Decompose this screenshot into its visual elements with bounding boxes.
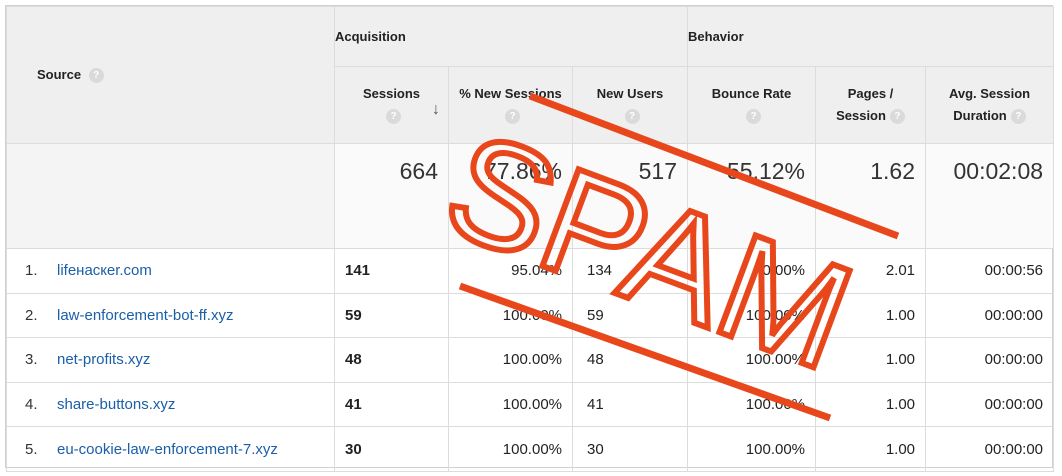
source-cell: 1. lifeнacкer.com [6, 248, 335, 294]
source-cell: 5. eu-cookie-law-enforcement-7.xyz [6, 426, 335, 472]
source-link[interactable]: eu-cookie-law-enforcement-7.xyz [57, 440, 278, 458]
source-column-header[interactable]: Source ? [6, 6, 335, 144]
help-icon[interactable]: ? [88, 68, 104, 84]
pages-session-value: 1.00 [815, 292, 927, 339]
new-users-value: 48 [571, 337, 689, 383]
avg-session-header-label-line1: Avg. Session [948, 86, 1031, 101]
source-link[interactable]: share-buttons.xyz [57, 396, 176, 414]
row-index: 4. [25, 396, 38, 414]
analytics-report-table: Source ? Acquisition Behavior Sessions ?… [5, 5, 1055, 472]
table-row: 2. law-enforcement-bot-ff.xyz 59 100.00% … [6, 292, 1055, 339]
bounce-rate-value: 100.00% [687, 426, 817, 472]
sessions-value: 41 [334, 381, 449, 428]
total-pct-new-sessions: 77.86% [448, 143, 573, 249]
source-cell: 2. law-enforcement-bot-ff.xyz [6, 292, 335, 339]
pct-new-sessions-value: 100.00% [448, 381, 573, 428]
help-icon[interactable]: ? [624, 109, 640, 125]
pct-new-sessions-header-label: % New Sessions [459, 86, 562, 101]
row-index: 3. [25, 351, 38, 369]
pct-new-sessions-value: 100.00% [448, 292, 573, 339]
pct-new-sessions-value: 100.00% [448, 337, 573, 383]
help-icon[interactable]: ? [889, 109, 905, 125]
help-icon[interactable]: ? [386, 109, 401, 125]
bounce-rate-value: 0.00% [687, 248, 817, 294]
help-icon[interactable]: ? [505, 109, 520, 125]
source-cell: 3. net-profits.xyz [6, 337, 335, 383]
new-users-header-label: New Users [596, 86, 664, 101]
help-icon[interactable]: ? [746, 109, 762, 125]
totals-row: 664 77.86% 517 55.12% 1.62 00:02:08 [6, 143, 1055, 249]
sort-descending-icon[interactable]: ↓ [432, 101, 440, 118]
source-link[interactable]: net-profits.xyz [57, 351, 151, 369]
source-link[interactable]: law-enforcement-bot-ff.xyz [57, 306, 234, 324]
table-row: 5. eu-cookie-law-enforcement-7.xyz 30 100… [6, 426, 1055, 472]
pages-session-value: 1.00 [815, 426, 927, 472]
bounce-rate-value: 100.00% [687, 381, 817, 428]
new-users-value: 59 [571, 292, 689, 339]
new-users-column-header[interactable]: New Users ? [571, 66, 689, 144]
pages-session-value: 2.01 [815, 248, 927, 294]
pages-session-column-header[interactable]: Pages / Session? [815, 66, 927, 144]
total-new-users: 517 [571, 143, 689, 249]
bounce-rate-value: 100.00% [687, 337, 817, 383]
avg-session-duration-value: 00:00:00 [925, 337, 1055, 383]
new-users-value: 134 [571, 248, 689, 294]
pages-session-value: 1.00 [815, 381, 927, 428]
table-row: 4. share-buttons.xyz 41 100.00% 41 100.00… [6, 381, 1055, 428]
table-row: 1. lifeнacкer.com 141 95.04% 134 0.00% 2.… [6, 248, 1055, 294]
row-index: 5. [25, 440, 38, 458]
total-avg-session-duration: 00:02:08 [925, 143, 1055, 249]
avg-session-duration-value: 00:00:00 [925, 381, 1055, 428]
source-table: Source ? Acquisition Behavior Sessions ?… [6, 6, 1055, 472]
totals-source-cell [6, 143, 335, 249]
behavior-group-header: Behavior [687, 6, 1055, 67]
bounce-rate-value: 100.00% [687, 292, 817, 339]
bounce-rate-column-header[interactable]: Bounce Rate ? [687, 66, 817, 144]
total-pages-session: 1.62 [815, 143, 927, 249]
avg-session-duration-value: 00:00:00 [925, 292, 1055, 339]
bounce-rate-header-label: Bounce Rate [711, 86, 792, 101]
sessions-header-label: Sessions [362, 86, 421, 101]
sessions-value: 141 [334, 248, 449, 294]
row-index: 1. [25, 262, 38, 280]
source-header-label: Source [37, 66, 82, 82]
pages-session-header-label-line2: Session [836, 108, 886, 123]
help-icon[interactable]: ? [1010, 109, 1026, 125]
avg-session-duration-value: 00:00:00 [925, 426, 1055, 472]
new-users-value: 30 [571, 426, 689, 472]
avg-session-duration-column-header[interactable]: Avg. Session Duration? [925, 66, 1055, 144]
sessions-value: 59 [334, 292, 449, 339]
acquisition-group-header: Acquisition [333, 6, 689, 67]
acquisition-label: Acquisition [335, 29, 406, 44]
pages-session-value: 1.00 [815, 337, 927, 383]
total-sessions: 664 [334, 143, 449, 249]
pct-new-sessions-value: 95.04% [448, 248, 573, 294]
pct-new-sessions-column-header[interactable]: % New Sessions ? [448, 66, 573, 144]
avg-session-header-label-line2: Duration [953, 108, 1007, 123]
source-cell: 4. share-buttons.xyz [6, 381, 335, 428]
sessions-value: 30 [334, 426, 449, 472]
table-row: 3. net-profits.xyz 48 100.00% 48 100.00% … [6, 337, 1055, 383]
source-link[interactable]: lifeнacкer.com [57, 262, 152, 280]
pages-session-header-label-line1: Pages / [847, 86, 894, 101]
sessions-column-header[interactable]: Sessions ? ↓ [334, 66, 449, 144]
new-users-value: 41 [571, 381, 689, 428]
behavior-label: Behavior [688, 29, 744, 44]
pct-new-sessions-value: 100.00% [448, 426, 573, 472]
sessions-value: 48 [334, 337, 449, 383]
avg-session-duration-value: 00:00:56 [925, 248, 1055, 294]
row-index: 2. [25, 306, 38, 324]
total-bounce-rate: 55.12% [687, 143, 817, 249]
